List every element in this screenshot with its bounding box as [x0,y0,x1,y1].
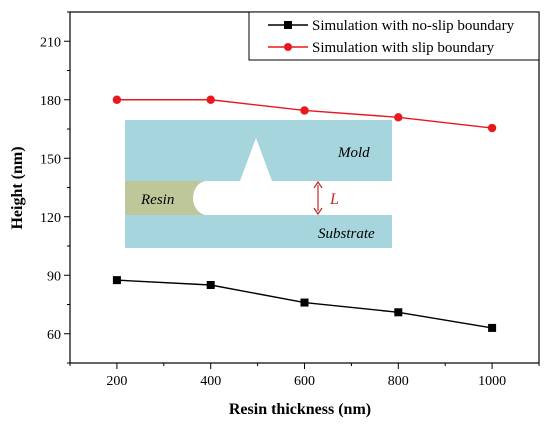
legend-marker-slip [284,43,292,51]
y-axis: 60 90 120 150 180 210 [40,11,70,364]
y-axis-title: Height (nm) [9,146,26,229]
y-tick-label: 210 [40,35,61,50]
data-point [300,106,309,115]
data-point [487,123,497,133]
y-tick-label: 180 [40,94,61,109]
legend-label-slip: Simulation with slip boundary [312,40,495,56]
y-tick-label: 90 [47,269,61,284]
inset-mold [125,120,392,181]
x-tick-label: 400 [200,374,221,389]
legend: Simulation with no-slip boundary Simulat… [248,11,540,61]
inset-resin-meniscus [193,181,221,215]
y-tick-label: 120 [40,211,61,226]
data-point [206,95,215,104]
data-point [112,276,121,285]
inset-mold-label: Mold [337,145,370,161]
x-axis: 200 400 600 800 1000 [69,363,540,389]
inset-gap-arrow-head-bottom [313,207,323,216]
series-layer [112,95,497,332]
x-tick-label: 600 [294,374,315,389]
inset-resin-label: Resin [140,192,174,208]
inset-gap-arrow-head-top [313,180,323,189]
data-point [206,281,215,289]
data-point [488,323,497,332]
inset-diagram: Mold Resin Substrate L [125,120,392,248]
inset-resin [125,181,205,215]
legend-box [248,11,540,61]
inset-substrate [125,215,392,248]
legend-marker-no-slip [284,21,292,29]
x-tick-label: 800 [388,374,409,389]
data-point [394,113,403,122]
y-tick-label: 150 [40,152,61,167]
legend-label-no-slip: Simulation with no-slip boundary [312,18,515,34]
inset-gap [205,181,392,215]
y-tick-label: 60 [47,328,61,343]
x-tick-label: 1000 [478,374,506,389]
inset-substrate-label: Substrate [318,226,375,242]
x-tick-label: 200 [106,374,127,389]
inset-gap-label: L [329,191,339,208]
data-point [300,298,309,307]
x-axis-title: Resin thickness (nm) [229,401,371,418]
data-point [112,95,122,104]
data-point [394,308,403,317]
